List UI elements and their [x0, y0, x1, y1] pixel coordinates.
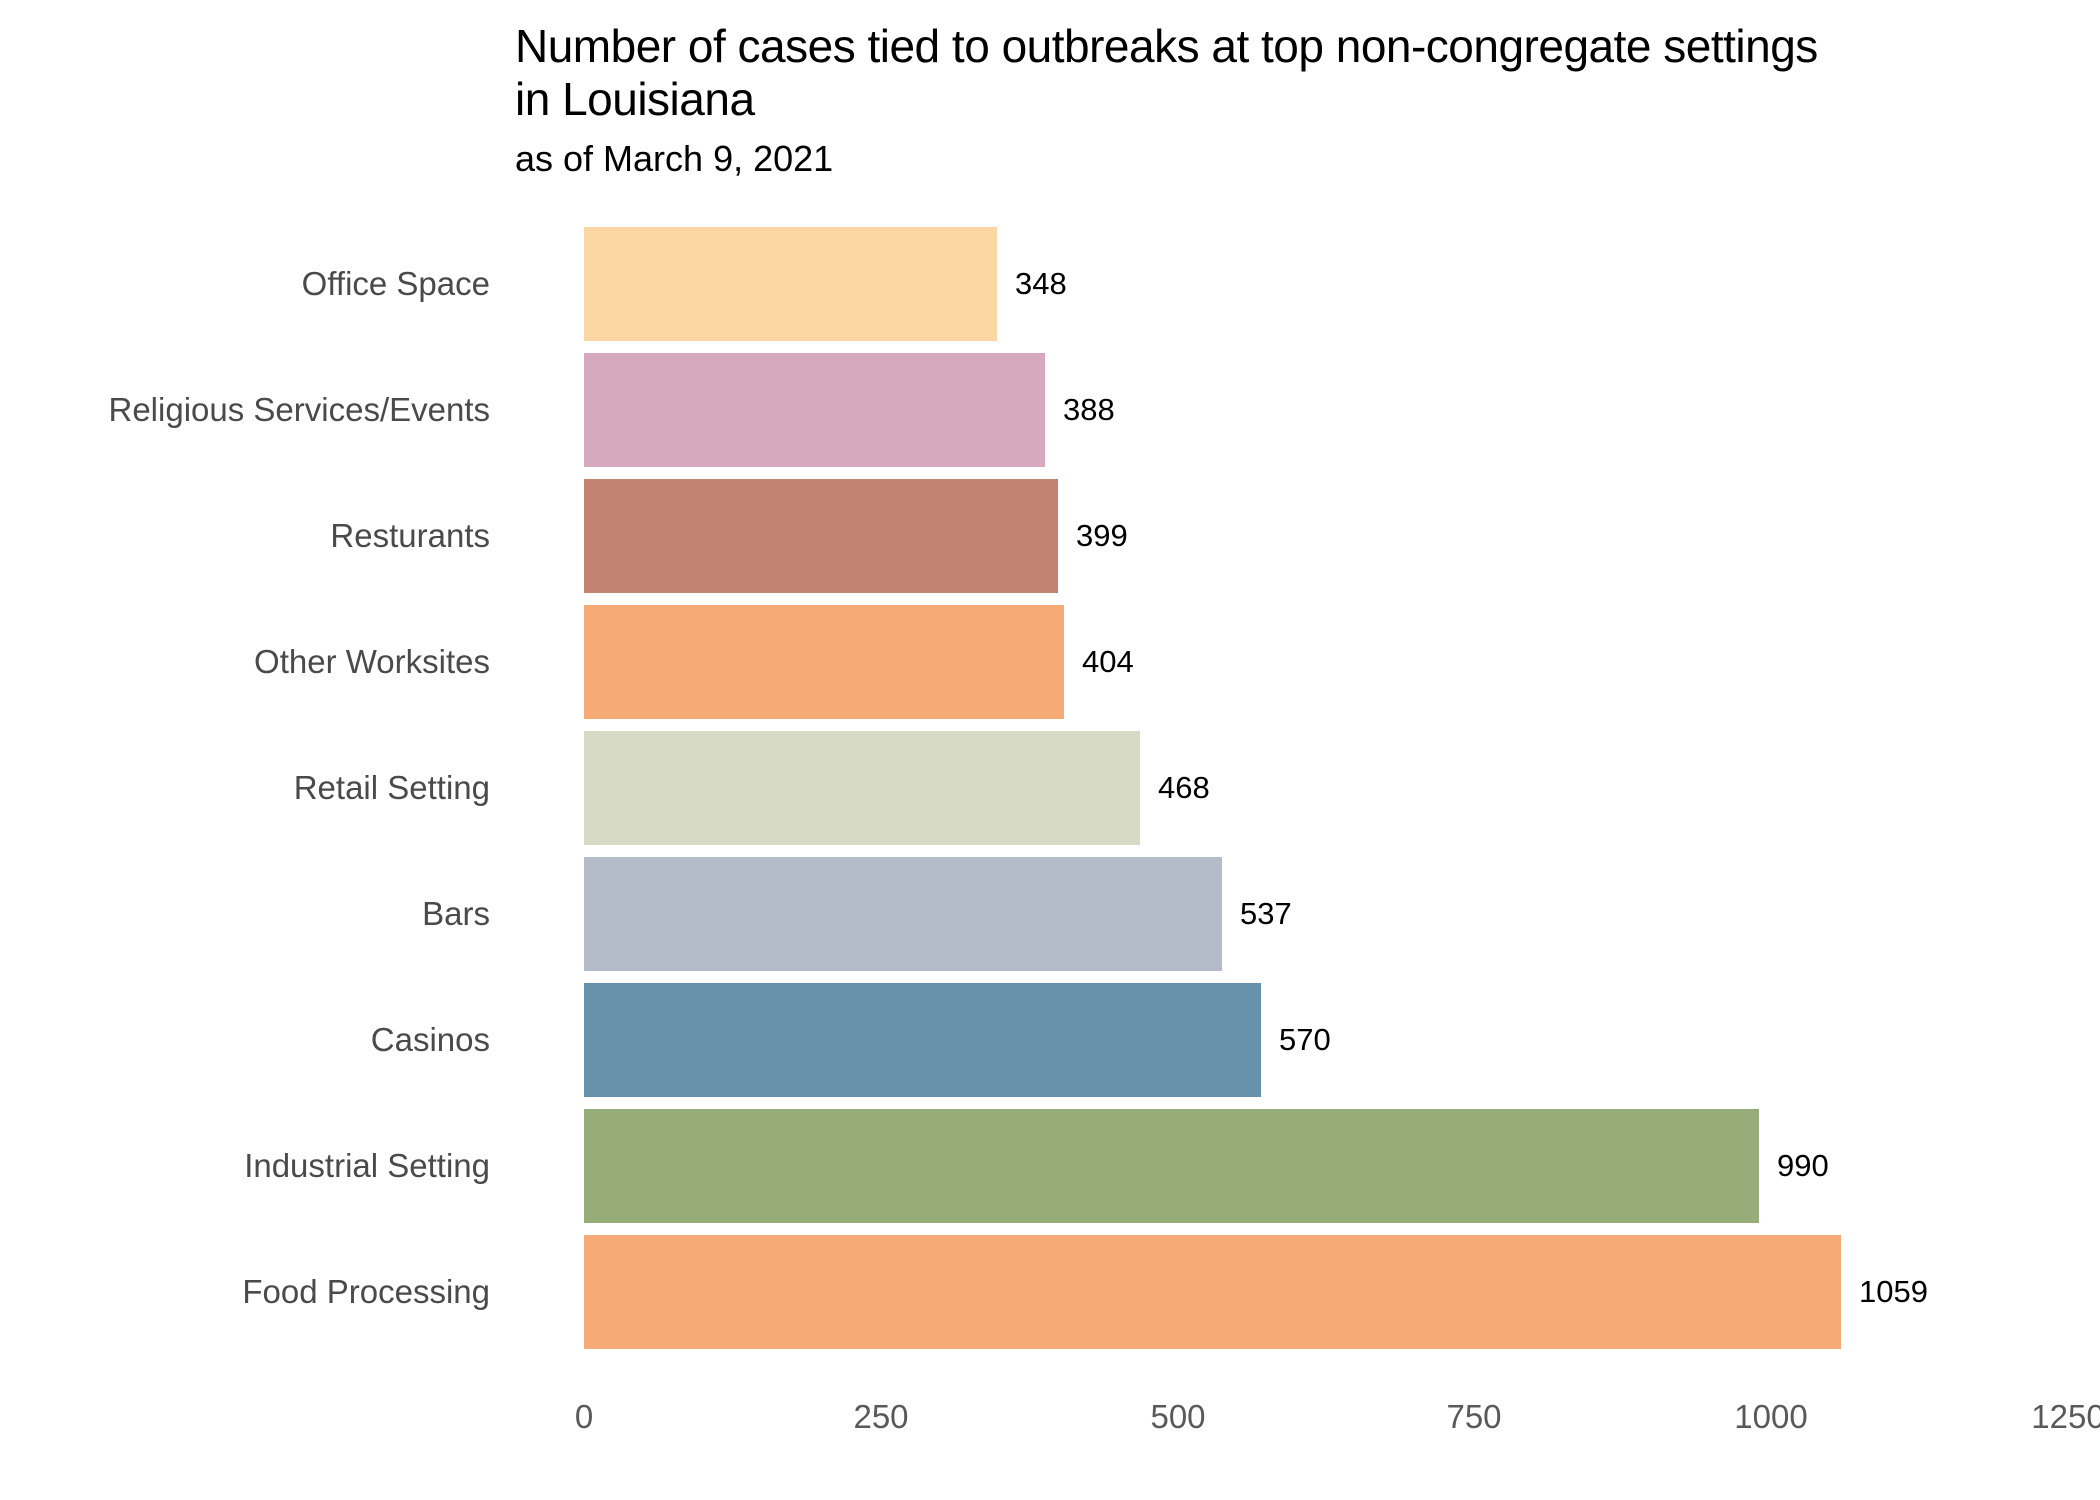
bar-row: Office Space 348 — [0, 227, 2100, 341]
value-label: 348 — [1015, 266, 1067, 301]
bar — [584, 605, 1064, 719]
category-label: Religious Services/Events — [108, 391, 491, 428]
category-label: Industrial Setting — [244, 1147, 490, 1184]
category-label: Office Space — [301, 265, 490, 302]
chart-title-line2: in Louisiana — [515, 73, 755, 125]
bar-row: Food Processing 1059 — [0, 1235, 2100, 1349]
bar — [584, 857, 1222, 971]
bar — [584, 1235, 1841, 1349]
value-label: 388 — [1063, 392, 1115, 427]
x-tick-label: 1250 — [2031, 1398, 2100, 1435]
value-label: 468 — [1158, 770, 1210, 805]
value-label: 990 — [1777, 1148, 1829, 1183]
category-label: Resturants — [330, 517, 490, 554]
category-label: Other Worksites — [254, 643, 490, 680]
bar-row: Religious Services/Events 388 — [0, 353, 2100, 467]
bar — [584, 1109, 1759, 1223]
x-tick-label: 750 — [1446, 1398, 1502, 1435]
x-tick-label: 0 — [574, 1398, 594, 1435]
bar — [584, 353, 1045, 467]
bar-row: Casinos 570 — [0, 983, 2100, 1097]
bar-row: Industrial Setting 990 — [0, 1109, 2100, 1223]
value-label: 570 — [1279, 1022, 1331, 1057]
x-tick-label: 500 — [1150, 1398, 1206, 1435]
value-label: 537 — [1240, 896, 1292, 931]
category-label: Casinos — [370, 1021, 490, 1058]
x-tick-label: 1000 — [1734, 1398, 1808, 1435]
bar — [584, 983, 1261, 1097]
x-axis: 0 250 500 750 1000 1250 — [0, 1398, 2100, 1458]
bar-row: Resturants 399 — [0, 479, 2100, 593]
value-label: 404 — [1082, 644, 1134, 679]
bar — [584, 731, 1140, 845]
bar — [584, 479, 1058, 593]
bar-rows-container: Office Space 348 Religious Services/Events… — [0, 227, 2100, 1361]
category-label: Bars — [422, 895, 490, 932]
chart-subtitle: as of March 9, 2021 — [515, 138, 834, 179]
value-label: 1059 — [1859, 1274, 1928, 1309]
bar-row: Bars 537 — [0, 857, 2100, 971]
category-label: Food Processing — [242, 1273, 490, 1310]
bar-row: Retail Setting 468 — [0, 731, 2100, 845]
bar — [584, 227, 997, 341]
chart-title-line1: Number of cases tied to outbreaks at top… — [515, 20, 1818, 72]
value-label: 399 — [1076, 518, 1128, 553]
chart-title: Number of cases tied to outbreaks at top… — [515, 20, 1818, 126]
bar-row: Other Worksites 404 — [0, 605, 2100, 719]
category-label: Retail Setting — [293, 769, 490, 806]
x-tick-label: 250 — [853, 1398, 909, 1435]
